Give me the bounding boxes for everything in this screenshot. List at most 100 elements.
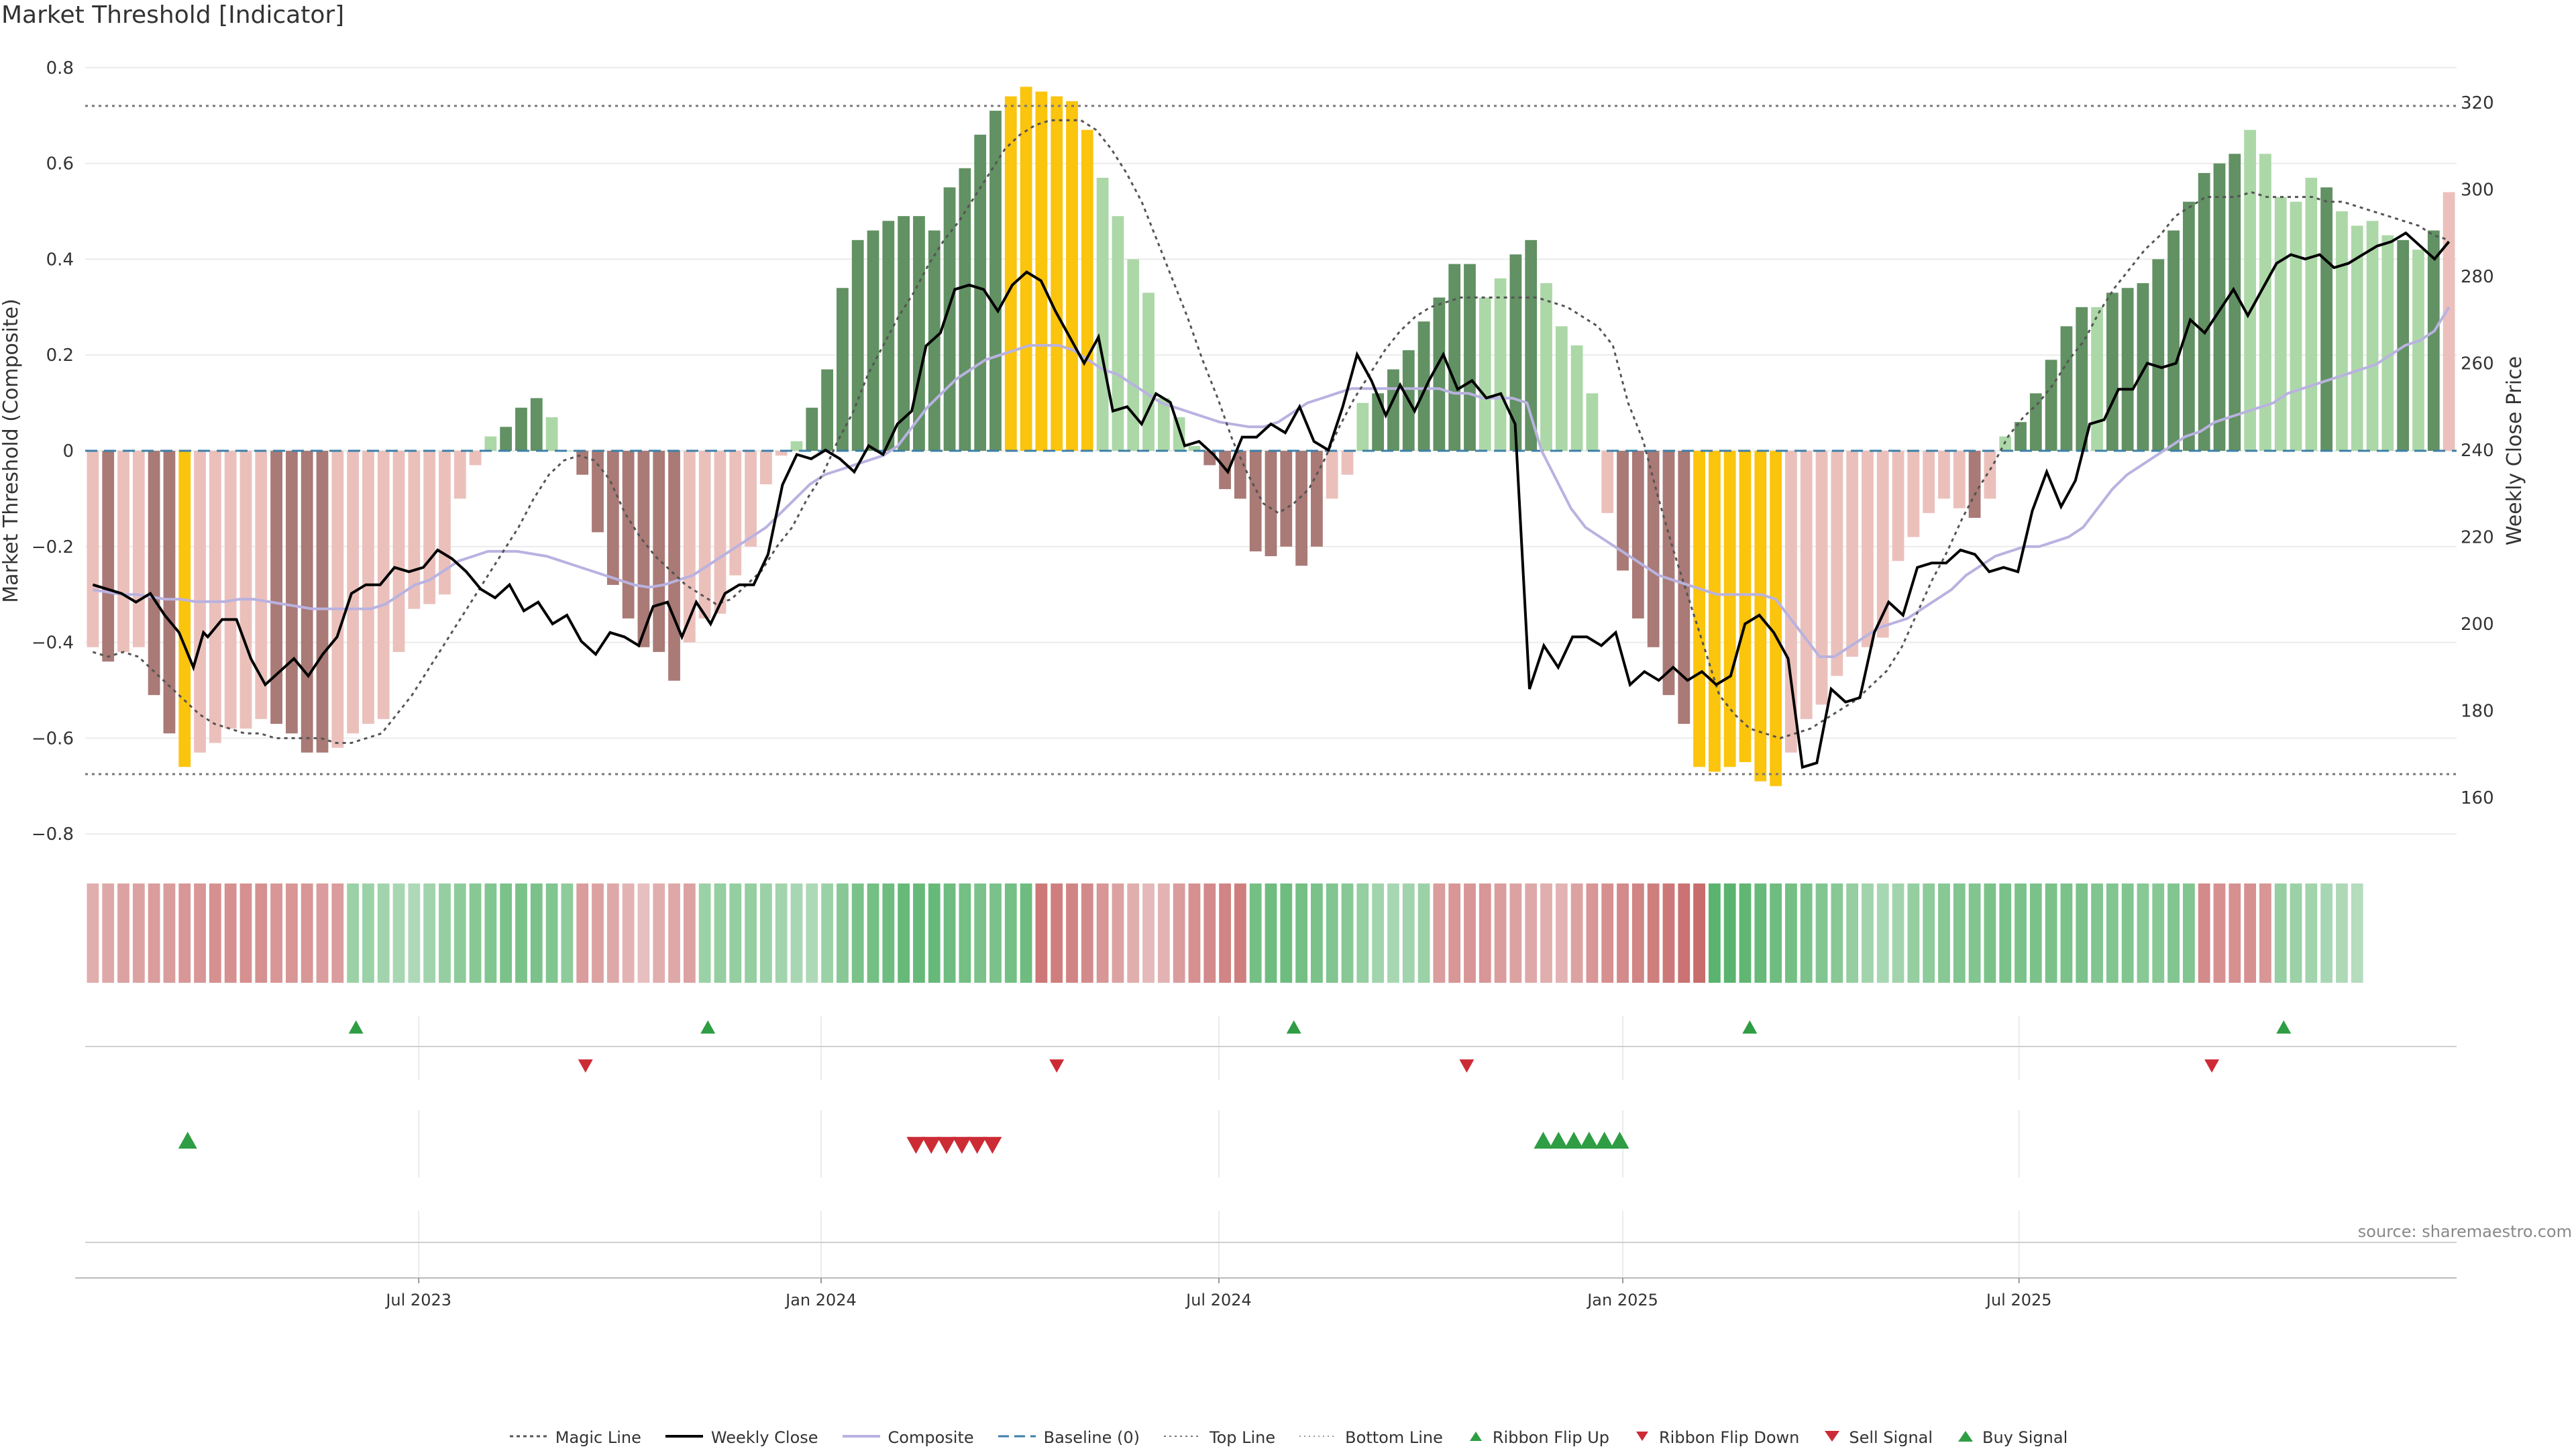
y-right-tick-label: 320 — [2461, 93, 2494, 113]
ribbon-cell — [913, 883, 925, 983]
legend-item: Top Line — [1163, 1428, 1275, 1447]
y-right-axis-label: Weekly Close Price — [2503, 356, 2526, 545]
composite-bar — [2381, 235, 2394, 451]
ribbon-cell — [2351, 883, 2363, 983]
composite-bar — [1188, 445, 1201, 451]
ribbon-cell — [668, 883, 680, 983]
ribbon-flip-up-marker — [1742, 1020, 1758, 1034]
composite-bar — [1631, 451, 1644, 619]
ribbon-cell — [1693, 883, 1705, 983]
composite-bar — [148, 451, 160, 696]
ribbon-cell — [1035, 883, 1048, 983]
ribbon-cell — [576, 883, 589, 983]
ribbon-cell — [515, 883, 527, 983]
ribbon-cell — [2029, 883, 2042, 983]
composite-bar — [1311, 451, 1323, 547]
composite-bar — [745, 451, 757, 547]
composite-bar — [163, 451, 176, 734]
ribbon-cell — [1417, 883, 1430, 983]
ribbon-cell — [1127, 883, 1140, 983]
ribbon-cell — [285, 883, 298, 983]
ribbon-cell — [1800, 883, 1813, 983]
ribbon-cell — [1540, 883, 1552, 983]
legend-swatch — [664, 1428, 704, 1447]
ribbon-flip-up-marker — [348, 1020, 364, 1034]
composite-bar — [1739, 451, 1752, 763]
ribbon-cell — [1448, 883, 1461, 983]
ribbon-cell — [1662, 883, 1675, 983]
composite-bar — [637, 451, 650, 647]
ribbon-cell — [2167, 883, 2180, 983]
ribbon-cell — [392, 883, 405, 983]
composite-bar — [1617, 451, 1629, 571]
ribbon-cell — [2091, 883, 2103, 983]
ribbon-cell — [959, 883, 971, 983]
legend-item: Bottom Line — [1298, 1428, 1443, 1447]
composite-bar — [1020, 87, 1032, 451]
composite-bar — [1525, 239, 1538, 451]
weekly-close-line — [92, 231, 2451, 769]
ribbon-cell — [270, 883, 282, 983]
ribbon-cell — [1617, 883, 1629, 983]
composite-bar — [576, 451, 589, 475]
ribbon-flip-up-marker — [1286, 1020, 1301, 1034]
ribbon-cell — [1815, 883, 1828, 983]
legend-item: Magic Line — [508, 1428, 641, 1447]
composite-bar — [851, 239, 864, 451]
composite-bar — [2091, 307, 2103, 451]
composite-bar — [1295, 451, 1308, 566]
composite-bar — [837, 288, 849, 451]
composite-bar — [1448, 264, 1461, 451]
ribbon-cell — [209, 883, 221, 983]
composite-bar — [2121, 288, 2134, 451]
ribbon-cell — [1892, 883, 1904, 983]
y-left-tick-label: −0.8 — [32, 824, 74, 845]
legend-item: Baseline (0) — [997, 1428, 1140, 1447]
sell-signal-marker — [937, 1136, 957, 1154]
composite-bar — [1693, 451, 1705, 767]
ribbon-cell — [117, 883, 129, 983]
ribbon-cell — [255, 883, 268, 983]
composite-bar — [1464, 264, 1476, 451]
composite-bar — [439, 451, 451, 595]
composite-bar — [943, 187, 956, 451]
composite-bar — [1923, 451, 1935, 513]
ribbon-cell — [2259, 883, 2271, 983]
buy-signal-marker — [1595, 1132, 1614, 1149]
ribbon-cell — [1311, 883, 1323, 983]
ribbon-cell — [606, 883, 619, 983]
legend-swatch — [1632, 1428, 1652, 1447]
composite-bar — [1127, 259, 1140, 451]
x-tick-label: Jul 2023 — [384, 1291, 451, 1309]
composite-bar — [1280, 451, 1293, 547]
ribbon-cell — [1494, 883, 1507, 983]
y-left-tick-label: −0.4 — [32, 633, 74, 653]
sell-signal-marker — [952, 1136, 971, 1154]
source-note: source: sharemaestro.com — [2357, 1222, 2572, 1241]
ribbon-cell — [1938, 883, 1950, 983]
ribbon-cell — [592, 883, 604, 983]
composite-bar — [2198, 172, 2210, 451]
ribbon-cell — [1020, 883, 1032, 983]
composite-bar — [974, 134, 987, 451]
composite-bar — [1570, 345, 1583, 451]
ribbon-cell — [806, 883, 818, 983]
ribbon-cell — [561, 883, 574, 983]
ribbon-cell — [1876, 883, 1889, 983]
composite-bar — [606, 451, 619, 585]
composite-bar — [392, 451, 405, 652]
composite-bar — [1785, 451, 1797, 753]
composite-bar — [1770, 451, 1782, 786]
y-right-tick-label: 200 — [2461, 614, 2494, 635]
composite-bar — [515, 407, 527, 451]
ribbon-cell — [469, 883, 482, 983]
legend-label: Sell Signal — [1849, 1428, 1933, 1447]
composite-bar — [1555, 326, 1568, 451]
y-right-tick-label: 160 — [2461, 788, 2494, 808]
ribbon-cell — [2121, 883, 2134, 983]
ribbon-cell — [1754, 883, 1767, 983]
composite-bar — [178, 451, 191, 767]
buy-signal-marker — [1564, 1132, 1584, 1149]
ribbon-cell — [484, 883, 497, 983]
